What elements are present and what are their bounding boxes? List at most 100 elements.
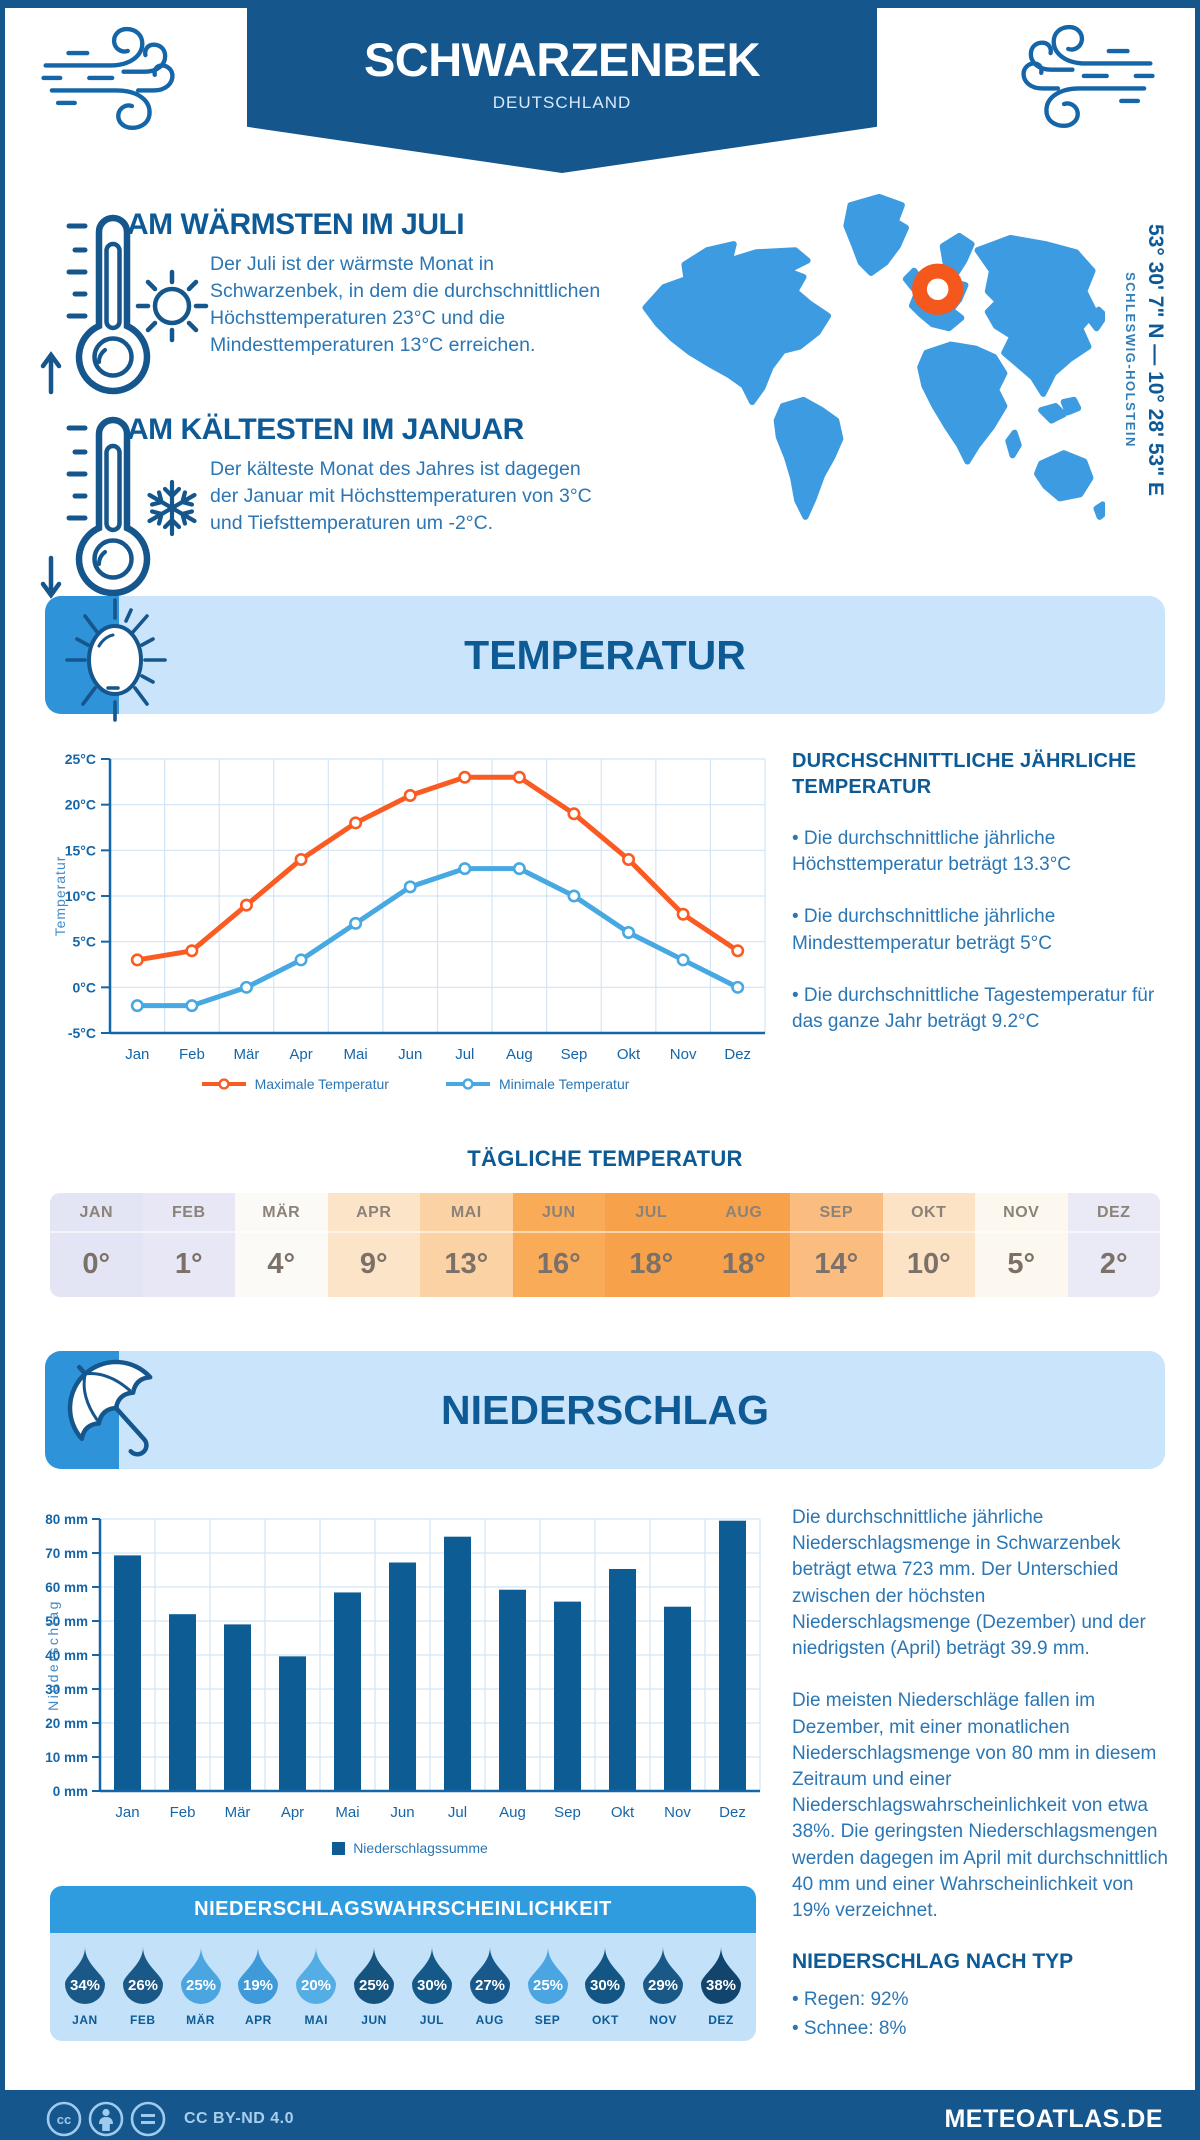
daily-temp-month: JUL <box>635 1204 668 1221</box>
thermometer-cold-icon <box>40 416 197 599</box>
svg-text:Jun: Jun <box>390 1804 414 1821</box>
umbrella-icon <box>67 1359 153 1457</box>
probability-drop: 34% JAN <box>58 1945 112 2027</box>
svg-text:Feb: Feb <box>170 1804 196 1821</box>
daily-temp-value: 10° <box>882 1231 975 1297</box>
daily-temp-cell: AUG 18° <box>697 1193 790 1297</box>
precipitation-summary: Die durchschnittliche jährliche Niedersc… <box>792 1505 1169 2043</box>
svg-text:38%: 38% <box>706 1977 736 1994</box>
svg-text:70 mm: 70 mm <box>45 1546 88 1561</box>
coordinates-block: 53° 30' 7" N — 10° 28' 53" E SCHLESWIG-H… <box>1123 224 1167 496</box>
page-title: SCHWARZENBEK <box>363 33 761 86</box>
temperature-chart: -5°C 0°C 5°C 10°C 15°C 20°C 25°C Jan Feb Mär Apr Ma… <box>50 743 780 1074</box>
wind-icon-left <box>41 26 175 131</box>
raindrop-icon: 29% <box>643 1947 684 2004</box>
raindrop-icon: 30% <box>585 1947 626 2004</box>
probability-drop: 26% FEB <box>116 1945 170 2027</box>
probability-drop: 30% JUL <box>405 1945 459 2027</box>
coordinates-text: 53° 30' 7" N — 10° 28' 53" E <box>1144 223 1167 497</box>
daily-temp-cell: APR 9° <box>327 1193 420 1297</box>
probability-drop: 30% OKT <box>578 1945 632 2027</box>
svg-text:10°C: 10°C <box>65 888 96 904</box>
svg-text:25%: 25% <box>533 1977 563 1994</box>
svg-text:Temperatur: Temperatur <box>52 856 68 937</box>
daily-temp-heading: TÄGLICHE TEMPERATUR <box>467 1146 743 1171</box>
raindrop-icon: 34% <box>64 1947 105 2004</box>
legend-item: Niederschlagssumme <box>332 1840 488 1856</box>
probability-month: JUN <box>361 2013 387 2027</box>
probability-drop: 25% JUN <box>347 1945 401 2027</box>
probability-drop: 29% NOV <box>636 1945 690 2027</box>
daily-temp-month: MÄR <box>262 1204 301 1221</box>
daily-temp-month: JAN <box>79 1204 113 1221</box>
daily-temp-cell: JUN 16° <box>512 1193 605 1297</box>
daily-temp-month: AUG <box>725 1204 763 1221</box>
wind-icon-right <box>1021 24 1155 129</box>
svg-text:-5°C: -5°C <box>68 1025 96 1041</box>
daily-temp-value: 9° <box>327 1231 420 1297</box>
daily-temp-cell: JUL 18° <box>605 1193 698 1297</box>
svg-text:Jun: Jun <box>398 1046 422 1063</box>
raindrop-icon: 30% <box>411 1947 452 2004</box>
svg-text:Niederschlag: Niederschlag <box>45 1599 61 1711</box>
svg-text:Mai: Mai <box>335 1804 359 1821</box>
footer: cc CC BY-ND 4.0 METEOATLAS.DE <box>5 2090 1195 2140</box>
daily-temp-value: 5° <box>975 1231 1068 1297</box>
daily-temp-value: 18° <box>605 1231 698 1297</box>
snowflake-icon <box>147 479 197 537</box>
daily-temp-table: JAN 0° FEB 1° MÄR 4° APR 9° MAI 13° JUN … <box>50 1193 1160 1297</box>
daily-temp-cell: OKT 10° <box>882 1193 975 1297</box>
warm-text: Der Juli ist der wärmste Monat in Schwar… <box>210 253 601 356</box>
daily-temp-value: 2° <box>1067 1231 1160 1297</box>
svg-text:Apr: Apr <box>281 1804 304 1821</box>
legend-item: Minimale Temperatur <box>445 1076 629 1092</box>
daily-temp-cell: JAN 0° <box>50 1193 143 1297</box>
svg-text:26%: 26% <box>128 1977 158 1994</box>
sun-icon <box>65 598 167 722</box>
raindrop-icon: 26% <box>122 1947 163 2004</box>
precip-type-bullet: • Schnee: 8% <box>792 2017 907 2039</box>
daily-temp-month: DEZ <box>1097 1204 1131 1221</box>
probability-month: JAN <box>72 2013 98 2027</box>
svg-text:50 mm: 50 mm <box>45 1614 88 1629</box>
probability-drop: 25% MÄR <box>174 1945 228 2027</box>
raindrop-icon: 27% <box>469 1947 510 2004</box>
svg-text:Jan: Jan <box>125 1046 149 1063</box>
svg-text:Aug: Aug <box>506 1046 533 1063</box>
precipitation-banner: NIEDERSCHLAG <box>45 1351 1165 1469</box>
raindrop-icon: 25% <box>354 1947 395 2004</box>
warm-heading: AM WÄRMSTEN IM JULI <box>127 208 465 241</box>
svg-text:Nov: Nov <box>664 1804 691 1821</box>
daily-temp-value: 1° <box>142 1231 235 1297</box>
daily-temp-value: 16° <box>512 1231 605 1297</box>
svg-text:Nov: Nov <box>670 1046 697 1063</box>
daily-temp-cell: NOV 5° <box>975 1193 1068 1297</box>
svg-text:5°C: 5°C <box>73 934 97 950</box>
daily-temp-month: APR <box>356 1204 392 1221</box>
precip-paragraph: Die meisten Niederschläge fallen im Deze… <box>792 1690 1168 1922</box>
daily-temp-value: 0° <box>50 1231 143 1297</box>
svg-text:Sep: Sep <box>561 1046 588 1063</box>
probability-month: OKT <box>591 2013 619 2027</box>
probability-month: MÄR <box>186 2013 215 2027</box>
temperature-legend: Maximale Temperatur Minimale Temperatur <box>50 1076 780 1092</box>
probability-month: FEB <box>129 2013 156 2027</box>
daily-temp-cell: DEZ 2° <box>1067 1193 1160 1297</box>
svg-text:34%: 34% <box>70 1977 100 1994</box>
precipitation-legend: Niederschlagssumme <box>45 1840 775 1856</box>
daily-temp-month: NOV <box>1003 1204 1040 1221</box>
precip-type-heading: NIEDERSCHLAG NACH TYP <box>792 1950 1074 1974</box>
daily-temp-cell: MAI 13° <box>420 1193 513 1297</box>
daily-temp-month: FEB <box>172 1204 206 1221</box>
daily-temp-cell: FEB 1° <box>142 1193 235 1297</box>
svg-text:Jan: Jan <box>115 1804 139 1821</box>
raindrop-icon: 19% <box>238 1947 279 2004</box>
svg-text:29%: 29% <box>648 1977 678 1994</box>
probability-panel: NIEDERSCHLAGSWAHRSCHEINLICHKEIT 34% JAN … <box>50 1886 756 2041</box>
daily-temp-month: SEP <box>819 1204 853 1221</box>
svg-text:10 mm: 10 mm <box>45 1750 88 1765</box>
raindrop-icon: 20% <box>296 1947 337 2004</box>
svg-text:25%: 25% <box>359 1977 389 1994</box>
precip-type-bullet: • Regen: 92% <box>792 1989 909 2011</box>
raindrop-icon: 38% <box>701 1947 742 2004</box>
